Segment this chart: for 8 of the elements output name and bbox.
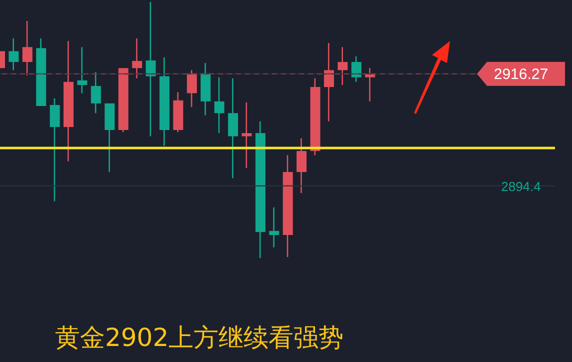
y-tick-label: 2894.4	[501, 178, 541, 194]
candlestick	[324, 43, 334, 122]
candlestick	[77, 47, 88, 94]
candlestick	[132, 38, 142, 78]
y-tick-label: 2916.27	[494, 66, 548, 83]
text: 黄金2902上方继续看强势	[55, 323, 344, 352]
candlestick	[242, 102, 252, 168]
candlestick	[269, 207, 280, 248]
